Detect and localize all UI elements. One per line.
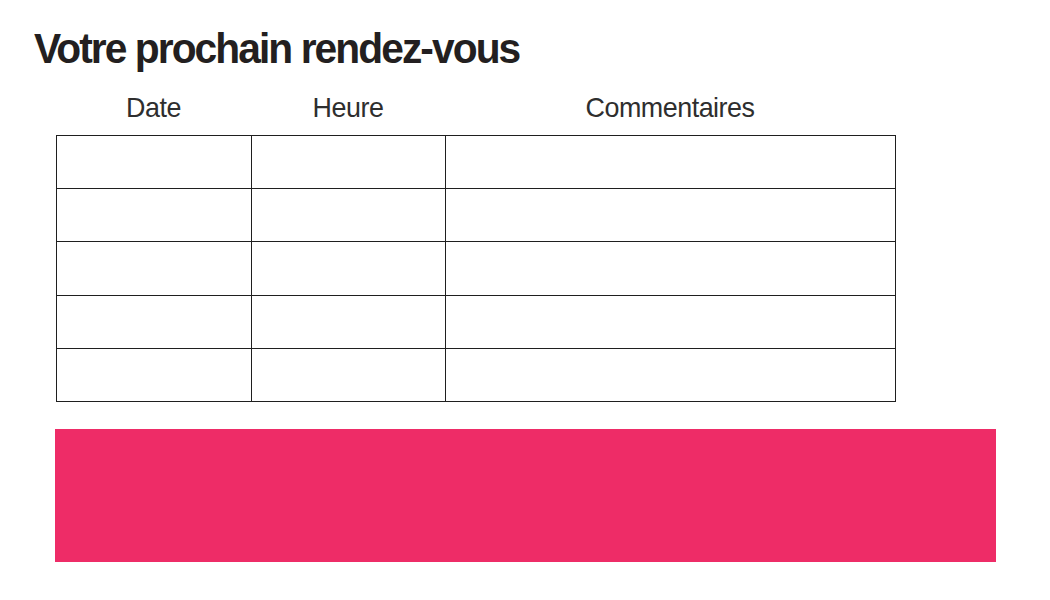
table-cell-date: [57, 136, 252, 189]
table-cell-heure: [252, 295, 446, 348]
table-cell-heure: [252, 348, 446, 401]
table-cell-heure: [252, 136, 446, 189]
table-row: [57, 242, 896, 295]
table-cell-commentaires: [446, 348, 896, 401]
table-cell-commentaires: [446, 242, 896, 295]
column-header-date: Date: [60, 92, 247, 124]
table-cell-commentaires: [446, 295, 896, 348]
table-cell-date: [57, 242, 252, 295]
table-cell-date: [57, 189, 252, 242]
table-cell-commentaires: [446, 189, 896, 242]
accent-banner: [55, 429, 996, 562]
table-row: [57, 136, 896, 189]
table-cell-commentaires: [446, 136, 896, 189]
table-column-headers: Date Heure Commentaires: [56, 92, 895, 124]
table-cell-date: [57, 295, 252, 348]
page: Votre prochain rendez-vous Date Heure Co…: [0, 0, 1050, 600]
table-row: [57, 348, 896, 401]
table-cell-heure: [252, 242, 446, 295]
column-header-heure: Heure: [255, 92, 441, 124]
table-row: [57, 295, 896, 348]
table-row: [57, 189, 896, 242]
appointments-table: [56, 135, 896, 402]
page-title: Votre prochain rendez-vous: [34, 26, 519, 72]
table-cell-heure: [252, 189, 446, 242]
table-cell-date: [57, 348, 252, 401]
column-header-commentaires: Commentaires: [454, 92, 886, 124]
